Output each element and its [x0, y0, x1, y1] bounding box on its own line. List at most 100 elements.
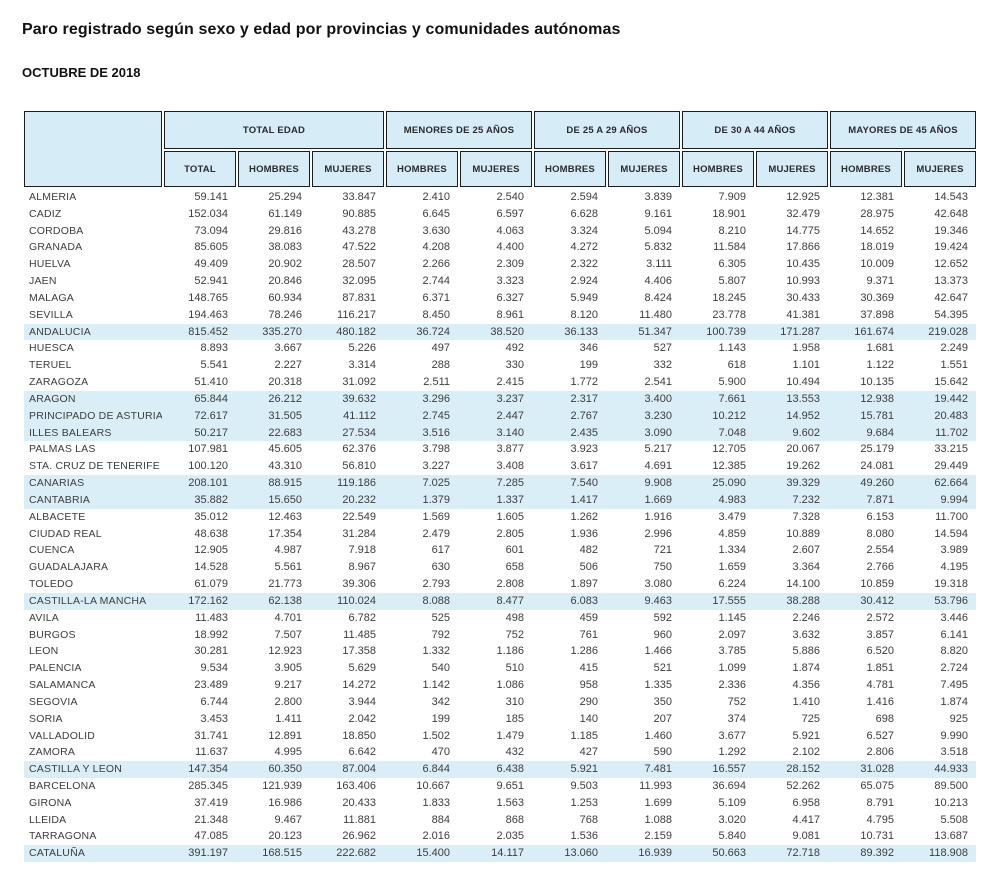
cell-value: 25.179	[860, 443, 894, 456]
cell-value: 601	[505, 544, 524, 557]
cell-value: 4.987	[274, 544, 302, 557]
cell-value: 2.800	[274, 695, 302, 708]
cell-value: 2.607	[792, 544, 820, 557]
cell-value: 43.310	[268, 460, 302, 473]
cell-value: 6.744	[200, 695, 228, 708]
cell-value: 17.866	[786, 241, 820, 254]
cell-value: 2.744	[422, 275, 450, 288]
cell-value: 6.958	[792, 796, 820, 809]
cell-value: 5.217	[644, 443, 672, 456]
cell-value: 31.505	[268, 409, 302, 422]
cell-value: 10.859	[860, 578, 894, 591]
header-sub-10: MUJERES	[904, 151, 976, 187]
cell-value: 2.541	[644, 376, 672, 389]
cell-value: 3.364	[792, 561, 820, 574]
report-page: Paro registrado según sexo y edad por pr…	[0, 20, 993, 892]
table-row-province: BURGOS 18.992 7.507 11.485 792 752 761 960 2.097…	[24, 627, 976, 644]
cell-value: 119.186	[337, 477, 376, 490]
cell-value: 7.540	[570, 477, 598, 490]
cell-value: 11.700	[935, 510, 968, 523]
cell-value: 4.208	[422, 241, 450, 254]
cell-value: 19.442	[934, 392, 968, 405]
cell-value: 31.284	[342, 527, 376, 540]
cell-value: 140	[579, 712, 598, 725]
cell-value: 6.645	[422, 207, 450, 220]
cell-value: 1.122	[866, 359, 894, 372]
cell-value: 9.081	[792, 830, 820, 843]
header-group-0: TOTAL EDAD	[164, 111, 384, 149]
cell-value: 10.667	[416, 779, 450, 792]
cell-value: 15.642	[934, 376, 968, 389]
table-row-province: ZARAGOZA 51.410 20.318 31.092 2.511 2.415 1.77…	[24, 374, 976, 391]
cell-value: 20.433	[342, 796, 376, 809]
cell-value: 768	[579, 813, 598, 826]
cell-value: 7.661	[718, 392, 746, 405]
table-row-community: ANDALUCIA 815.452 335.270 480.182 36.724 38.5…	[24, 323, 976, 341]
cell-value: 10.213	[934, 796, 968, 809]
cell-value: 2.479	[422, 527, 450, 540]
cell-value: 4.995	[274, 746, 302, 759]
cell-value: 148.765	[188, 291, 228, 304]
row-label: ARAGON	[29, 392, 76, 405]
cell-value: 9.602	[792, 426, 820, 439]
cell-value: 33.215	[934, 443, 968, 456]
cell-value: 5.094	[644, 224, 672, 237]
cell-value: 2.724	[940, 662, 968, 675]
row-label: GRANADA	[29, 241, 83, 254]
cell-value: 6.305	[718, 258, 746, 271]
cell-value: 1.833	[422, 796, 450, 809]
cell-value: 41.112	[343, 409, 376, 422]
header-sub-8: MUJERES	[756, 151, 828, 187]
cell-value: 527	[653, 342, 672, 355]
row-label: TERUEL	[29, 359, 72, 372]
cell-value: 18.850	[342, 729, 376, 742]
cell-value: 1.502	[422, 729, 450, 742]
cell-value: 60.350	[268, 763, 302, 776]
table-row-community: CANTABRIA 35.882 15.650 20.232 1.379 1.337 1.4…	[24, 491, 976, 509]
cell-value: 18.019	[860, 241, 894, 254]
cell-value: 53.796	[934, 594, 968, 607]
cell-value: 3.479	[718, 510, 746, 523]
cell-value: 9.467	[274, 813, 302, 826]
cell-value: 3.400	[644, 392, 672, 405]
header-sub-6: MUJERES	[608, 151, 680, 187]
cell-value: 16.557	[712, 763, 746, 776]
cell-value: 1.669	[644, 493, 672, 506]
row-label: PALMAS LAS	[29, 443, 96, 456]
cell-value: 1.262	[570, 510, 598, 523]
cell-value: 19.262	[786, 460, 820, 473]
cell-value: 3.877	[496, 443, 524, 456]
cell-value: 5.832	[644, 241, 672, 254]
cell-value: 3.453	[200, 712, 228, 725]
cell-value: 3.314	[348, 359, 376, 372]
cell-value: 90.885	[342, 207, 376, 220]
cell-value: 1.286	[570, 645, 598, 658]
cell-value: 350	[653, 695, 672, 708]
cell-value: 1.143	[718, 342, 746, 355]
cell-value: 2.317	[570, 392, 598, 405]
cell-value: 21.773	[268, 578, 302, 591]
cell-value: 28.152	[786, 763, 820, 776]
cell-value: 116.217	[337, 308, 376, 321]
cell-value: 2.410	[422, 191, 450, 203]
cell-value: 1.681	[866, 342, 894, 355]
cell-value: 10.731	[860, 830, 894, 843]
table-row-province: JAEN 52.941 20.846 32.095 2.744 3.323 2.924 4.4…	[24, 273, 976, 290]
cell-value: 47.522	[342, 241, 376, 254]
table-row-community: CASTILLA Y LEON 147.354 60.350 87.004 6.844 6…	[24, 761, 976, 778]
cell-value: 199	[431, 712, 450, 725]
cell-value: 8.961	[496, 308, 524, 321]
table-row-community: ARAGON 65.844 26.212 39.632 3.296 3.237 2.317 3…	[24, 390, 976, 408]
table-body: ALMERIA 59.141 25.294 33.847 2.410 2.540 2.594…	[24, 189, 976, 863]
cell-value: 510	[505, 662, 524, 675]
cell-value: 3.617	[570, 460, 598, 473]
row-label: MALAGA	[29, 291, 74, 304]
cell-value: 4.356	[792, 679, 820, 692]
cell-value: 658	[505, 561, 524, 574]
cell-value: 20.123	[268, 830, 302, 843]
cell-value: 525	[431, 611, 450, 624]
cell-value: 391.197	[188, 847, 228, 860]
row-label: LLEIDA	[29, 813, 67, 826]
cell-value: 39.306	[342, 578, 376, 591]
cell-value: 48.638	[194, 527, 228, 540]
